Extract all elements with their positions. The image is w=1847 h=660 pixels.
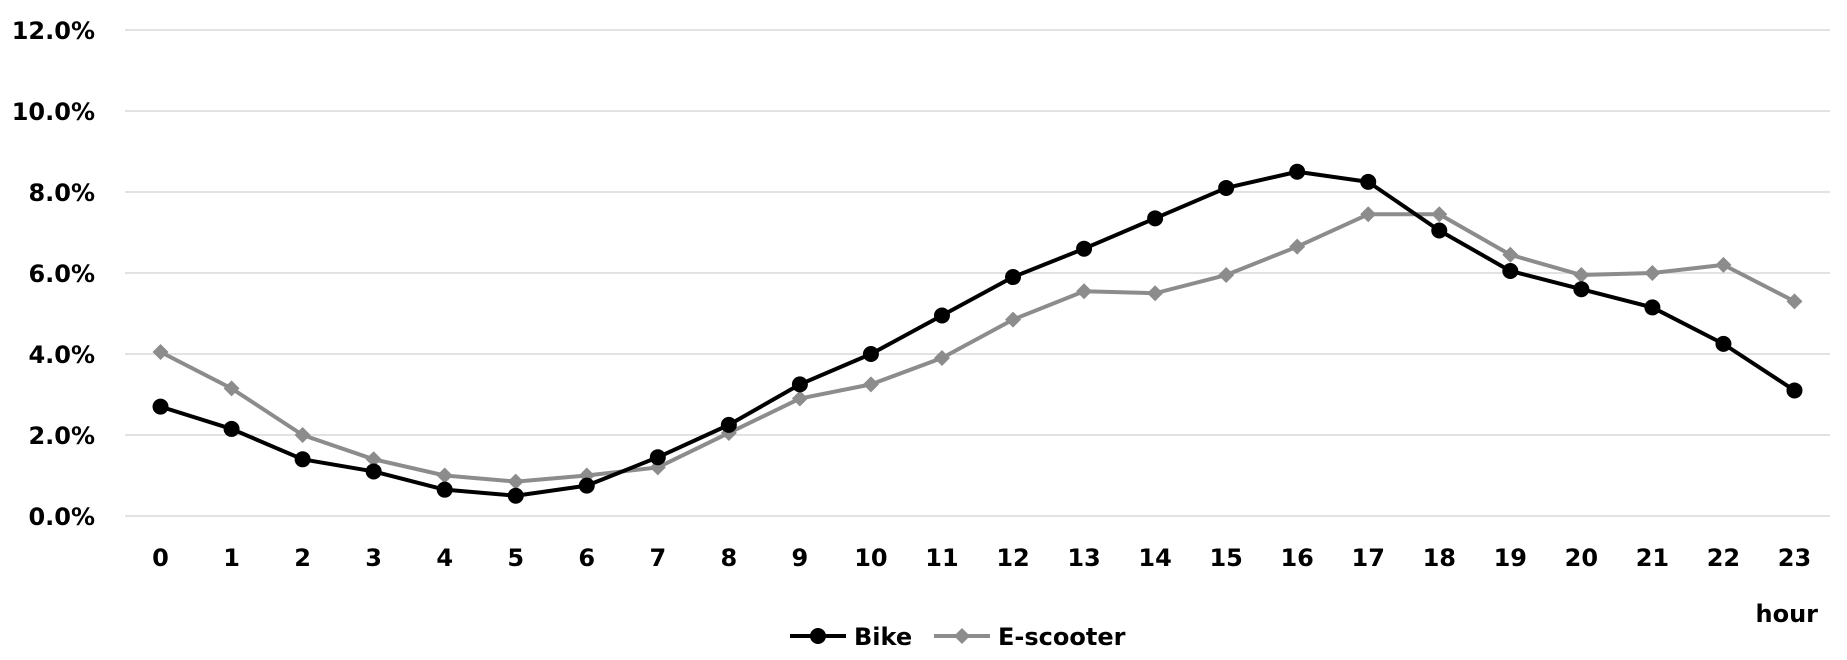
data-point xyxy=(1573,267,1590,284)
data-point xyxy=(1502,246,1519,263)
data-point xyxy=(1644,265,1661,281)
data-point xyxy=(1005,311,1022,328)
legend-marker xyxy=(810,628,826,644)
x-tick-label: 18 xyxy=(1423,544,1456,572)
y-axis-ticks: 0.0% 2.0% 4.0% 6.0% 8.0% 10.0% 12.0% xyxy=(12,17,95,531)
data-point xyxy=(1218,267,1235,284)
data-point xyxy=(791,376,808,393)
data-point xyxy=(152,343,169,360)
data-point xyxy=(294,451,311,468)
legend: Bike E-scooter xyxy=(790,623,1126,651)
x-tick-label: 13 xyxy=(1067,544,1100,572)
x-tick-label: 2 xyxy=(294,544,311,572)
data-point xyxy=(1573,281,1590,298)
x-tick-label: 6 xyxy=(578,544,595,572)
data-point xyxy=(223,380,240,397)
data-point xyxy=(365,451,382,468)
x-tick-label: 7 xyxy=(649,544,666,572)
data-point xyxy=(1715,335,1732,352)
y-tick-label: 12.0% xyxy=(12,17,95,45)
x-tick-label: 4 xyxy=(436,544,453,572)
x-tick-label: 1 xyxy=(223,544,240,572)
x-tick-label: 15 xyxy=(1209,544,1242,572)
data-point xyxy=(1289,238,1306,255)
x-tick-label: 14 xyxy=(1138,544,1171,572)
data-point xyxy=(649,449,666,466)
data-point xyxy=(791,390,808,407)
data-point xyxy=(1218,179,1235,196)
x-tick-label: 5 xyxy=(507,544,524,572)
data-point xyxy=(294,427,311,443)
x-tick-label: 0 xyxy=(152,544,169,572)
data-point xyxy=(862,376,879,393)
data-point xyxy=(1147,285,1164,302)
x-tick-label: 22 xyxy=(1707,544,1740,572)
y-tick-label: 2.0% xyxy=(28,422,95,450)
data-point xyxy=(436,467,453,484)
legend-item: E-scooter xyxy=(934,623,1126,651)
legend-label: E-scooter xyxy=(998,623,1126,651)
x-tick-label: 12 xyxy=(996,544,1029,572)
y-tick-label: 0.0% xyxy=(28,503,95,531)
x-tick-label: 17 xyxy=(1352,544,1385,572)
x-tick-label: 23 xyxy=(1778,544,1811,572)
data-point xyxy=(862,346,879,362)
x-axis-label: hour xyxy=(1756,600,1819,628)
data-point xyxy=(578,477,595,494)
data-point xyxy=(365,463,382,480)
series-bike xyxy=(152,163,1803,504)
data-point xyxy=(1360,173,1377,190)
legend-label: Bike xyxy=(854,623,912,651)
x-tick-label: 8 xyxy=(721,544,738,572)
data-point xyxy=(507,487,524,504)
legend-item: Bike xyxy=(790,623,912,651)
x-axis-ticks: 0 1 2 3 4 5 6 7 8 9 10 11 12 13 14 15 16 17 18 19 20 21 22 23 xyxy=(152,544,1811,572)
x-tick-label: 19 xyxy=(1494,544,1527,572)
series-line xyxy=(159,169,1796,498)
y-tick-label: 6.0% xyxy=(28,260,95,288)
gridlines xyxy=(125,29,1830,517)
data-point xyxy=(1431,206,1448,223)
series-e-scooter xyxy=(152,206,1803,490)
x-tick-label: 10 xyxy=(854,544,887,572)
x-tick-label: 16 xyxy=(1280,544,1313,572)
y-tick-label: 10.0% xyxy=(12,98,95,126)
x-tick-label: 3 xyxy=(365,544,382,572)
data-point xyxy=(1644,299,1661,316)
series-line xyxy=(159,212,1796,484)
data-point xyxy=(1076,283,1093,300)
data-point xyxy=(436,481,453,498)
data-point xyxy=(1715,256,1732,273)
y-tick-label: 4.0% xyxy=(28,341,95,369)
data-point xyxy=(1786,382,1803,399)
data-point xyxy=(152,398,169,415)
data-point xyxy=(1786,293,1803,310)
legend-marker xyxy=(954,628,970,644)
data-point xyxy=(1076,240,1093,257)
data-point xyxy=(1289,163,1306,180)
data-point xyxy=(1147,210,1164,227)
x-tick-label: 20 xyxy=(1565,544,1598,572)
x-tick-label: 11 xyxy=(925,544,958,572)
y-tick-label: 8.0% xyxy=(28,179,95,207)
data-point xyxy=(933,350,950,367)
data-point xyxy=(507,473,524,490)
data-point xyxy=(1005,269,1022,286)
series-layer xyxy=(152,163,1803,504)
data-point xyxy=(1431,222,1448,239)
data-point xyxy=(223,420,240,437)
data-point xyxy=(1502,262,1519,279)
data-point xyxy=(1360,206,1377,223)
x-tick-label: 21 xyxy=(1636,544,1669,572)
data-point xyxy=(933,307,950,324)
x-tick-label: 9 xyxy=(792,544,809,572)
data-point xyxy=(720,416,737,433)
